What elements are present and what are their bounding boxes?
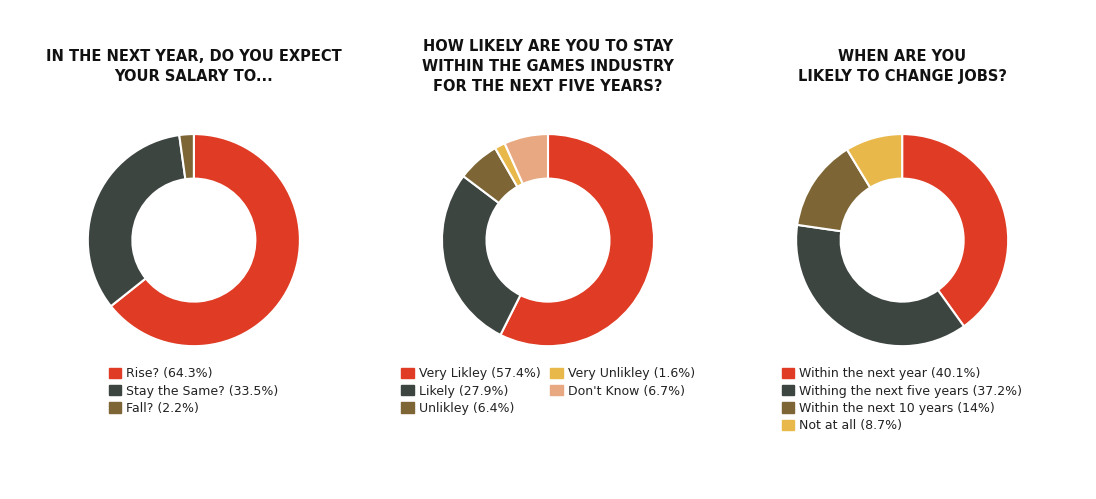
Wedge shape [796,225,964,346]
Wedge shape [464,148,517,203]
Wedge shape [847,134,902,188]
Wedge shape [180,134,194,179]
Legend: Very Likley (57.4%), Likely (27.9%), Unlikley (6.4%), Very Unlikley (1.6%), Don': Very Likley (57.4%), Likely (27.9%), Unl… [396,362,700,420]
Legend: Rise? (64.3%), Stay the Same? (33.5%), Fall? (2.2%): Rise? (64.3%), Stay the Same? (33.5%), F… [104,362,284,420]
Legend: Within the next year (40.1%), Withing the next five years (37.2%), Within the ne: Within the next year (40.1%), Withing th… [777,362,1027,437]
Text: WHEN ARE YOU
LIKELY TO CHANGE JOBS?: WHEN ARE YOU LIKELY TO CHANGE JOBS? [798,49,1006,84]
Wedge shape [902,134,1008,326]
Wedge shape [501,134,654,346]
Text: IN THE NEXT YEAR, DO YOU EXPECT
YOUR SALARY TO...: IN THE NEXT YEAR, DO YOU EXPECT YOUR SAL… [46,49,342,84]
Wedge shape [442,176,521,335]
Wedge shape [797,150,870,231]
Wedge shape [88,135,185,306]
Text: HOW LIKELY ARE YOU TO STAY
WITHIN THE GAMES INDUSTRY
FOR THE NEXT FIVE YEARS?: HOW LIKELY ARE YOU TO STAY WITHIN THE GA… [422,39,674,94]
Wedge shape [504,134,548,184]
Wedge shape [111,134,300,346]
Wedge shape [495,143,523,187]
